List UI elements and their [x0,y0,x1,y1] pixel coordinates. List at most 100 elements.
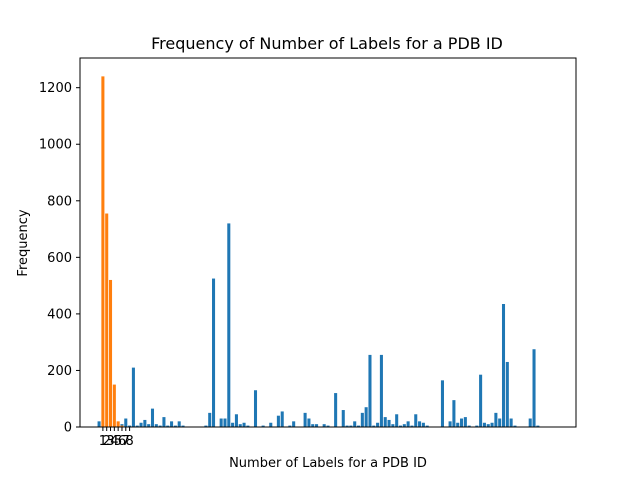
y-axis: 0 200 400 600 800 1000 1200 [39,81,80,436]
bar-blue-70 [364,407,368,427]
bar-blue-92 [448,421,452,427]
bar-blue-67 [353,421,357,427]
bar-blue-11 [139,422,143,427]
bar-blue-115 [536,425,540,427]
bar-blue-13 [147,424,151,427]
bar-blue-56 [311,424,315,427]
bar-blue-45 [269,422,273,427]
bar-blue-36 [234,414,238,427]
bar-blue-81 [406,421,410,427]
bar-blue-55 [307,418,311,427]
bar-blue-102 [486,424,490,427]
bar-blue-104 [494,412,498,427]
bar-blue-8 [128,425,132,427]
bar-blue-14 [150,408,155,427]
bar-blue-97 [467,425,471,427]
bar-blue-107 [505,361,509,427]
chart-title: Frequency of Number of Labels for a PDB … [151,34,503,53]
bars-group [97,76,540,428]
bar-blue-20 [173,425,177,427]
bar-blue-37 [238,424,242,427]
bar-blue-94 [456,422,460,427]
bar-blue-85 [421,422,425,427]
bar-orange-6 [120,425,124,427]
bar-blue-82 [410,425,414,427]
bar-blue-105 [498,418,502,427]
x-tick-label: 3 [106,434,114,449]
bar-blue-108 [509,418,513,427]
bar-blue-79 [398,425,403,427]
bar-blue-38 [242,422,246,427]
bar-blue-114 [532,349,536,427]
bar-blue-16 [158,425,162,427]
x-axis-title: Number of Labels for a PDB ID [229,456,427,471]
bar-blue-75 [383,417,387,427]
bar-blue-71 [368,354,372,427]
bar-blue-65 [345,425,349,427]
bar-blue-18 [166,425,170,427]
bar-blue-77 [391,424,395,427]
bar-blue-50 [288,425,292,427]
bar-blue-103 [490,422,494,427]
bar-orange-3 [108,279,113,427]
bar-blue-43 [261,425,265,427]
x-tick-label: 4 [110,434,118,449]
bar-blue-59 [322,424,326,427]
plot-frame [79,57,577,428]
y-axis-title: Frequency [16,209,31,276]
y-tick-label: 200 [47,364,72,379]
bar-blue-100 [479,374,483,427]
bar-blue-95 [460,418,464,427]
bar-blue-74 [379,354,383,427]
bar-blue-80 [402,424,406,427]
bar-blue-60 [326,425,330,427]
bar-blue-101 [482,422,486,427]
bar-blue-35 [231,422,235,427]
bar-blue-47 [276,415,280,427]
y-tick-label: 0 [64,421,72,436]
bar-blue-39 [246,425,250,427]
bar-blue-32 [219,418,223,427]
bar-orange-1 [101,76,105,428]
bar-blue-48 [280,411,284,427]
bar-blue-93 [452,400,456,427]
bar-blue-0 [97,421,101,427]
bar-blue-41 [253,390,258,427]
x-tick-label: 7 [122,434,130,449]
bar-blue-54 [303,412,307,427]
bar-blue-62 [334,393,338,427]
bar-blue-28 [204,425,208,427]
y-tick-label: 1000 [39,138,72,153]
x-tick-label: 6 [118,434,126,449]
bar-blue-99 [475,425,479,427]
bar-blue-12 [143,419,147,427]
bar-orange-5 [116,421,120,427]
y-tick-label: 800 [47,194,72,209]
bar-blue-109 [513,425,517,427]
bar-blue-22 [181,425,185,427]
bar-blue-84 [418,421,422,427]
bar-blue-96 [463,417,467,427]
bar-blue-17 [162,417,166,427]
bar-blue-64 [341,410,345,427]
bar-blue-30 [212,278,216,427]
bar-blue-66 [349,425,353,427]
bar-blue-90 [440,380,444,427]
bar-blue-106 [501,304,506,427]
bar-blue-21 [177,421,181,427]
bar-blue-33 [223,418,227,427]
bar-blue-34 [227,223,231,427]
bar-blue-19 [170,421,174,427]
bar-blue-113 [528,418,532,427]
bar-blue-51 [292,421,296,427]
x-tick-label: 5 [114,434,122,449]
x-tick-label: 1 [99,434,107,449]
y-tick-label: 1200 [39,81,72,96]
bar-blue-76 [387,419,391,427]
bar-blue-9 [131,367,135,427]
bar-orange-4 [112,384,116,427]
bar-blue-78 [395,414,399,427]
